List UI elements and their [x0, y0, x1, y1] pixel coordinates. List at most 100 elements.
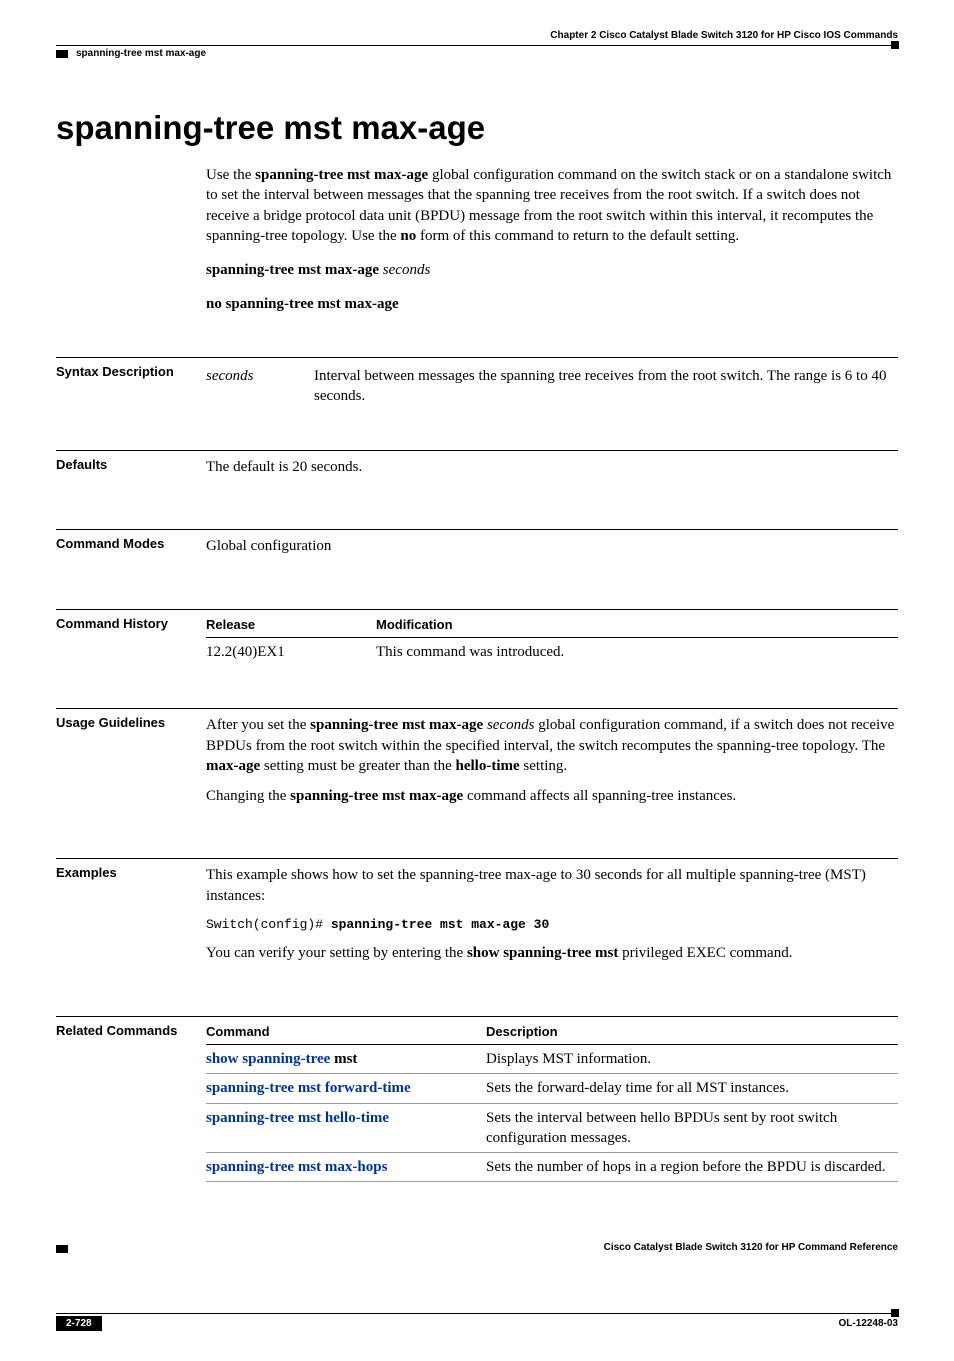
section-body: Command Description show spanning-tree m… [206, 1023, 898, 1183]
intro-bold-no: no [400, 228, 416, 244]
related-col-cmd: Command [206, 1023, 486, 1045]
param-name: seconds [206, 364, 314, 409]
rule-end-marker [891, 1309, 899, 1317]
param-desc: Interval between messages the spanning t… [314, 364, 898, 409]
history-mod: This command was introduced. [376, 638, 898, 667]
t: spanning-tree mst max-age [290, 788, 463, 804]
section-label: Command Modes [56, 536, 206, 566]
section-syntax-description: Syntax Description seconds Interval betw… [56, 357, 898, 409]
syntax1-cmd: spanning-tree mst max-age [206, 262, 383, 278]
related-row: spanning-tree mst forward-time Sets the … [206, 1074, 898, 1103]
related-desc: Sets the forward-delay time for all MST … [486, 1074, 898, 1103]
example-code: Switch(config)# spanning-tree mst max-ag… [206, 916, 898, 934]
rule-end-marker [891, 41, 899, 49]
syntax1-arg: seconds [383, 262, 431, 278]
related-cmd: spanning-tree mst forward-time [206, 1074, 486, 1103]
footer-marker [56, 1245, 68, 1253]
intro-block: Use the spanning-tree mst max-age global… [206, 165, 898, 315]
defaults-text: The default is 20 seconds. [206, 457, 898, 477]
footer-row: 2-728 OL-12248-03 [56, 1316, 898, 1331]
section-body: This example shows how to set the spanni… [206, 865, 898, 973]
t: setting. [520, 758, 568, 774]
history-release: 12.2(40)EX1 [206, 638, 376, 667]
section-body: After you set the spanning-tree mst max-… [206, 715, 898, 816]
t: spanning-tree mst max-age [310, 717, 487, 733]
header-rule [56, 45, 898, 46]
related-desc: Displays MST information. [486, 1045, 898, 1074]
t: You can verify your setting by entering … [206, 945, 467, 961]
related-cmd: spanning-tree mst hello-time [206, 1103, 486, 1153]
section-body: Release Modification 12.2(40)EX1 This co… [206, 616, 898, 667]
related-cmd: show spanning-tree mst [206, 1045, 486, 1074]
related-link[interactable]: spanning-tree mst max-hops [206, 1159, 387, 1175]
t: Changing the [206, 788, 290, 804]
footer-doc-title: Cisco Catalyst Blade Switch 3120 for HP … [56, 1242, 898, 1253]
page-title: spanning-tree mst max-age [56, 109, 898, 147]
intro-pre: Use the [206, 167, 255, 183]
section-label: Defaults [56, 457, 206, 487]
related-desc: Sets the interval between hello BPDUs se… [486, 1103, 898, 1153]
section-defaults: Defaults The default is 20 seconds. [56, 450, 898, 487]
t: setting must be greater than the [260, 758, 455, 774]
related-table: Command Description show spanning-tree m… [206, 1023, 898, 1183]
footer-doc-title-text: Cisco Catalyst Blade Switch 3120 for HP … [604, 1242, 898, 1253]
left-marker [56, 50, 68, 58]
section-label: Syntax Description [56, 364, 206, 409]
related-desc: Sets the number of hops in a region befo… [486, 1153, 898, 1182]
usage-p2: Changing the spanning-tree mst max-age c… [206, 786, 898, 806]
section-label: Examples [56, 865, 206, 973]
section-usage-guidelines: Usage Guidelines After you set the spann… [56, 708, 898, 816]
related-link[interactable]: spanning-tree mst hello-time [206, 1110, 389, 1126]
usage-p1: After you set the spanning-tree mst max-… [206, 715, 898, 776]
t: privileged EXEC command. [618, 945, 792, 961]
syntax-table: seconds Interval between messages the sp… [206, 364, 898, 409]
command-ref-text: spanning-tree mst max-age [76, 48, 206, 59]
related-col-desc: Description [486, 1023, 898, 1045]
doc-id: OL-12248-03 [839, 1318, 898, 1329]
footer-rule [56, 1313, 898, 1314]
page: Chapter 2 Cisco Catalyst Blade Switch 31… [0, 0, 954, 1361]
section-label: Related Commands [56, 1023, 206, 1183]
chapter-header: Chapter 2 Cisco Catalyst Blade Switch 31… [56, 30, 898, 41]
section-related-commands: Related Commands Command Description sho… [56, 1016, 898, 1183]
footer: Cisco Catalyst Blade Switch 3120 for HP … [56, 1242, 898, 1331]
related-link[interactable]: show spanning-tree [206, 1051, 330, 1067]
history-col-release: Release [206, 616, 376, 638]
related-row: spanning-tree mst max-hops Sets the numb… [206, 1153, 898, 1182]
syntax-negative: no spanning-tree mst max-age [206, 294, 898, 314]
example-verify: You can verify your setting by entering … [206, 943, 898, 963]
intro-bold-cmd: spanning-tree mst max-age [255, 167, 428, 183]
section-body: seconds Interval between messages the sp… [206, 364, 898, 409]
related-row: spanning-tree mst hello-time Sets the in… [206, 1103, 898, 1153]
related-row: show spanning-tree mst Displays MST info… [206, 1045, 898, 1074]
section-examples: Examples This example shows how to set t… [56, 858, 898, 973]
t: After you set the [206, 717, 310, 733]
history-col-mod: Modification [376, 616, 898, 638]
example-desc: This example shows how to set the spanni… [206, 865, 898, 906]
t: hello-time [456, 758, 520, 774]
t: seconds [487, 717, 535, 733]
t: command affects all spanning-tree instan… [463, 788, 736, 804]
history-table: Release Modification 12.2(40)EX1 This co… [206, 616, 898, 667]
section-command-modes: Command Modes Global configuration [56, 529, 898, 566]
section-label: Command History [56, 616, 206, 667]
code-prompt: Switch(config)# [206, 917, 331, 932]
code-cmd: spanning-tree mst max-age 30 [331, 917, 549, 932]
section-body: The default is 20 seconds. [206, 457, 898, 487]
related-cmd: spanning-tree mst max-hops [206, 1153, 486, 1182]
t: show spanning-tree mst [467, 945, 618, 961]
page-number: 2-728 [56, 1316, 102, 1331]
sub-header: spanning-tree mst max-age [56, 48, 898, 59]
section-body: Global configuration [206, 536, 898, 566]
syntax-affirmative: spanning-tree mst max-age seconds [206, 260, 898, 280]
intro-paragraph: Use the spanning-tree mst max-age global… [206, 165, 898, 246]
section-label: Usage Guidelines [56, 715, 206, 816]
modes-text: Global configuration [206, 536, 898, 556]
intro-post: form of this command to return to the de… [416, 228, 739, 244]
syntax2-cmd: no spanning-tree mst max-age [206, 296, 399, 312]
t: max-age [206, 758, 260, 774]
related-link[interactable]: spanning-tree mst forward-time [206, 1080, 411, 1096]
sub-header-left: spanning-tree mst max-age [56, 48, 206, 59]
section-command-history: Command History Release Modification 12.… [56, 609, 898, 667]
related-suffix: mst [330, 1051, 357, 1067]
